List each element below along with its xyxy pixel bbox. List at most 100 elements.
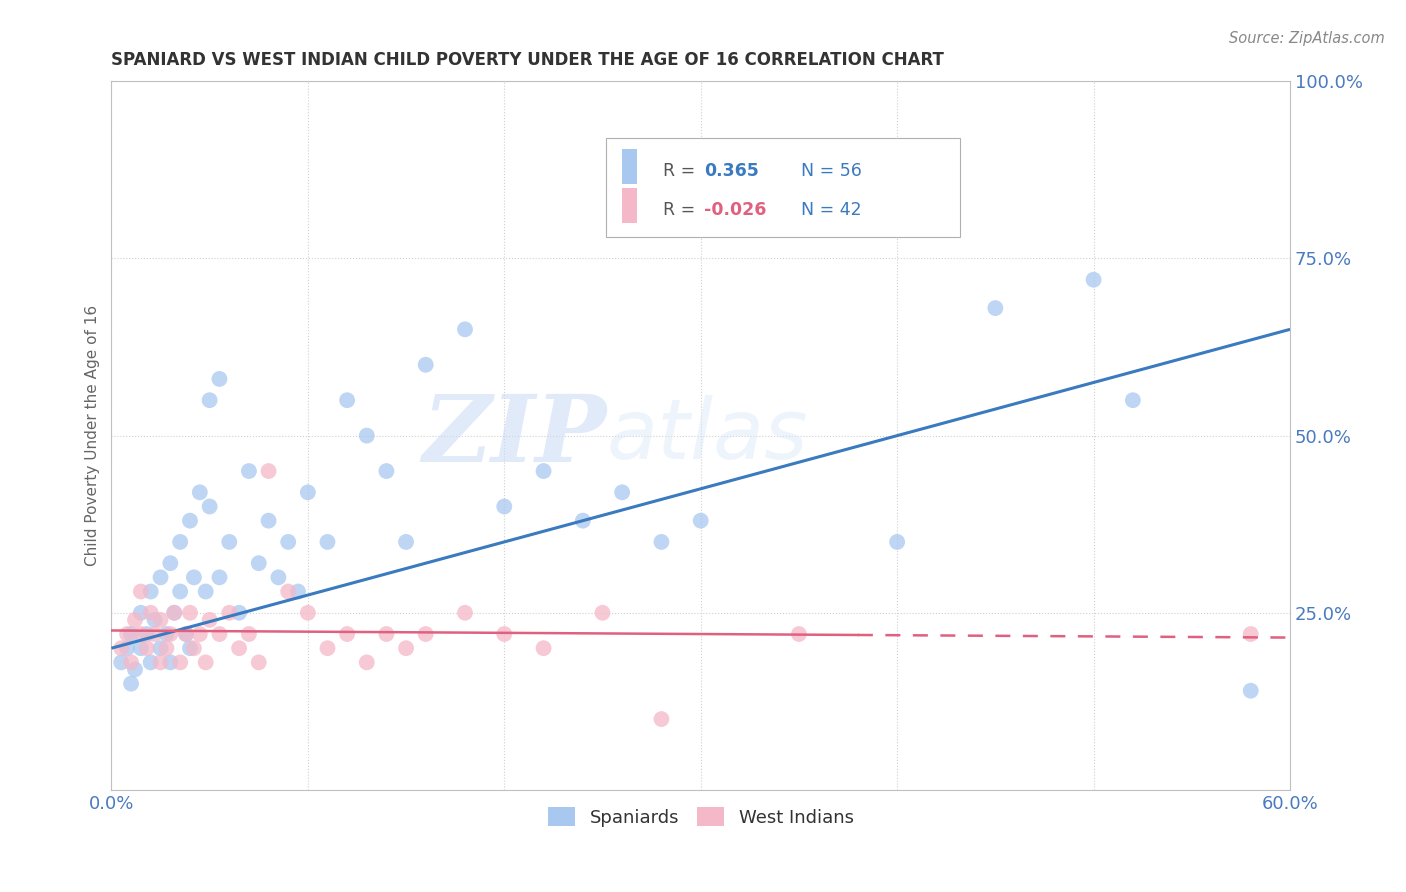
Point (188, 485, 211, 500)
Point (120, 656, 142, 670)
Point (1240, 683, 1263, 698)
Point (155, 641, 177, 656)
Point (198, 613, 221, 627)
Point (395, 641, 418, 656)
Point (267, 570, 290, 584)
Point (139, 656, 162, 670)
Point (356, 428, 378, 442)
Point (533, 641, 555, 656)
Point (169, 584, 191, 599)
Point (143, 627, 166, 641)
Point (287, 584, 309, 599)
Point (208, 372, 231, 386)
Point (208, 570, 231, 584)
Point (110, 656, 132, 670)
Point (886, 535, 908, 549)
Point (135, 627, 157, 641)
Point (650, 535, 672, 549)
Point (179, 514, 201, 528)
Point (454, 322, 477, 336)
Point (135, 641, 157, 656)
Point (533, 464, 555, 478)
Point (149, 570, 172, 584)
Point (1122, 393, 1144, 408)
Point (155, 627, 177, 641)
Point (110, 641, 132, 656)
Point (183, 641, 205, 656)
Point (120, 627, 142, 641)
Point (415, 358, 437, 372)
Point (277, 584, 299, 599)
Point (129, 606, 152, 620)
Point (129, 627, 152, 641)
FancyBboxPatch shape (621, 149, 637, 184)
Point (984, 301, 1007, 315)
Point (115, 627, 138, 641)
Point (257, 514, 280, 528)
Point (218, 606, 240, 620)
Point (159, 627, 181, 641)
Point (689, 514, 711, 528)
Point (415, 627, 437, 641)
Text: atlas: atlas (606, 395, 808, 476)
Point (139, 606, 162, 620)
FancyBboxPatch shape (606, 138, 960, 237)
Point (610, 485, 633, 500)
Point (316, 641, 339, 656)
Point (198, 393, 221, 408)
Text: N = 56: N = 56 (801, 162, 862, 180)
Point (188, 627, 211, 641)
Text: R =: R = (664, 202, 700, 219)
Point (169, 656, 191, 670)
Point (297, 606, 319, 620)
Text: SPANIARD VS WEST INDIAN CHILD POVERTY UNDER THE AGE OF 16 CORRELATION CHART: SPANIARD VS WEST INDIAN CHILD POVERTY UN… (111, 51, 945, 69)
Point (247, 556, 270, 570)
Point (375, 464, 398, 478)
Text: Source: ZipAtlas.com: Source: ZipAtlas.com (1229, 31, 1385, 46)
Point (179, 641, 201, 656)
Text: N = 42: N = 42 (801, 202, 862, 219)
Point (238, 464, 260, 478)
Text: -0.026: -0.026 (704, 202, 766, 219)
Point (183, 570, 205, 584)
Point (163, 606, 186, 620)
Point (194, 656, 217, 670)
Point (494, 500, 516, 514)
Point (169, 535, 191, 549)
Point (297, 485, 319, 500)
Legend: Spaniards, West Indians: Spaniards, West Indians (541, 800, 860, 834)
Point (238, 627, 260, 641)
Point (120, 676, 142, 690)
Point (454, 606, 477, 620)
Point (163, 606, 186, 620)
Point (494, 627, 516, 641)
Point (356, 656, 378, 670)
Point (149, 641, 172, 656)
Point (159, 656, 181, 670)
Point (179, 606, 201, 620)
Point (115, 641, 138, 656)
Point (336, 393, 359, 408)
Point (787, 627, 810, 641)
Point (143, 613, 166, 627)
Point (149, 613, 172, 627)
Text: R =: R = (664, 162, 706, 180)
Point (395, 535, 418, 549)
Point (257, 464, 280, 478)
Point (228, 606, 250, 620)
FancyBboxPatch shape (621, 188, 637, 223)
Point (174, 627, 197, 641)
Point (277, 535, 299, 549)
Point (194, 584, 217, 599)
Point (208, 627, 231, 641)
Text: ZIP: ZIP (422, 391, 606, 481)
Point (218, 535, 240, 549)
Point (375, 627, 398, 641)
Point (139, 584, 162, 599)
Point (572, 514, 595, 528)
Point (592, 606, 614, 620)
Point (1240, 627, 1263, 641)
Point (129, 641, 152, 656)
Point (247, 656, 270, 670)
Point (316, 535, 339, 549)
